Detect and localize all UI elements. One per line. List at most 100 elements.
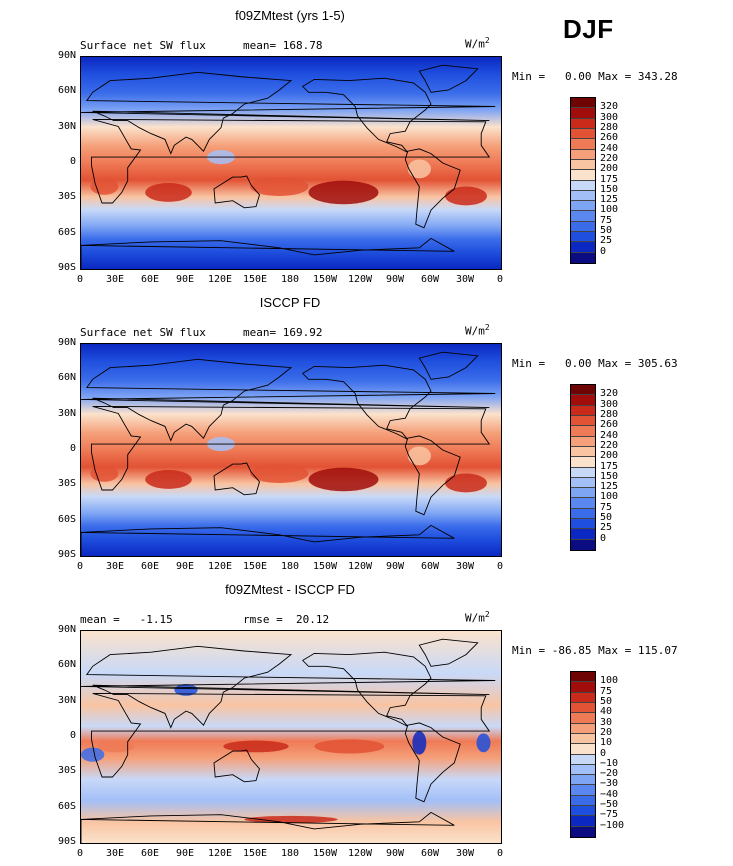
colorbar-swatch: [571, 211, 595, 222]
lon-tick-label: 60E: [140, 274, 160, 285]
colorbar-swatch: [571, 744, 595, 755]
colorbar-label: 75: [600, 214, 613, 226]
subtitle-left: Surface net SW flux: [80, 326, 206, 339]
lon-tick-label: 150E: [242, 561, 268, 572]
lon-tick-label: 60E: [140, 561, 160, 572]
colorbar-label: 150: [600, 470, 619, 482]
units-label: W/m2: [465, 36, 490, 51]
colorbar-label: 300: [600, 111, 619, 123]
units-base: W/m: [465, 37, 485, 51]
colorbar-swatch: [571, 436, 595, 447]
lon-tick-label: 0: [496, 848, 504, 859]
coastline: [418, 64, 479, 93]
colorbar-swatch: [571, 508, 595, 520]
colorbar-label: 75: [600, 685, 613, 697]
field-background: [81, 344, 501, 556]
lon-tick-label: 0: [496, 561, 504, 572]
field-feature: [145, 183, 192, 202]
colorbar-swatch: [571, 713, 595, 724]
colorbar-swatch: [571, 149, 595, 160]
colorbar-label: 50: [600, 512, 613, 524]
colorbar-swatch: [571, 806, 595, 817]
map-plot: [80, 343, 502, 557]
lon-tick-label: 30W: [455, 848, 475, 859]
lon-tick-label: 120E: [207, 274, 233, 285]
lon-tick-label: 120W: [347, 274, 373, 285]
lat-tick-label: 0: [69, 730, 76, 741]
colorbar-label: 260: [600, 419, 619, 431]
colorbar-label: 175: [600, 460, 619, 472]
colorbar-swatch: [571, 795, 595, 807]
lon-tick-label: 60W: [420, 561, 440, 572]
lon-tick-label: 90E: [175, 561, 195, 572]
colorbar-swatch: [571, 446, 595, 458]
lon-tick-label: 30E: [105, 561, 125, 572]
coastline: [81, 358, 496, 442]
lon-tick-label: 30W: [455, 561, 475, 572]
colorbar-swatch: [571, 539, 595, 550]
coastline: [81, 645, 496, 729]
colorbar-label: 0: [600, 532, 607, 544]
field-feature: [445, 473, 487, 493]
units-superscript: 2: [484, 36, 490, 45]
coastline: [301, 651, 432, 727]
colorbar-swatch: [571, 529, 595, 540]
lon-tick-label: 30W: [455, 274, 475, 285]
colorbar-label: 200: [600, 450, 619, 462]
lon-tick-label: 150E: [242, 848, 268, 859]
colorbar-label: 220: [600, 439, 619, 451]
colorbar-swatch: [571, 98, 595, 109]
coastline: [213, 175, 261, 209]
colorbar-swatch: [571, 415, 595, 427]
colorbar-swatch: [571, 128, 595, 140]
lat-tick-label: 30S: [57, 765, 76, 777]
coastline: [91, 692, 491, 778]
colorbar-swatch: [571, 385, 595, 396]
coastline: [91, 405, 491, 491]
lon-tick-label: 0: [76, 274, 84, 285]
field-feature: [407, 159, 432, 179]
lon-tick-label: 60W: [420, 848, 440, 859]
map-field: [81, 631, 501, 843]
subtitle-right: mean= 169.92: [243, 326, 323, 339]
map-field: [81, 57, 501, 269]
map-plot: [80, 56, 502, 270]
field-feature: [476, 733, 491, 753]
lon-tick-label: 0: [76, 561, 84, 572]
panel-title: f09ZMtest (yrs 1-5): [235, 8, 345, 23]
colorbar-swatch: [571, 519, 595, 530]
min-max-readout: Min = 0.00 Max = 305.63: [512, 357, 678, 370]
colorbar-swatch: [571, 692, 595, 703]
colorbar-label: −10: [600, 757, 619, 769]
colorbar-label: 75: [600, 501, 613, 513]
colorbar-label: −40: [600, 788, 619, 800]
colorbar-swatch: [571, 118, 595, 129]
colorbar-swatch: [571, 785, 595, 796]
coastline: [81, 71, 496, 155]
field-feature: [223, 740, 289, 753]
lon-tick-label: 120E: [207, 848, 233, 859]
lon-tick-label: 120W: [347, 848, 373, 859]
lon-tick-label: 120E: [207, 561, 233, 572]
colorbar-swatch: [571, 826, 595, 837]
units-label: W/m2: [465, 610, 490, 625]
lon-tick-label: 90W: [385, 848, 405, 859]
colorbar-label: −30: [600, 778, 619, 790]
colorbar-swatch: [571, 221, 595, 233]
lat-tick-label: 90N: [57, 624, 76, 635]
coastline: [81, 237, 455, 269]
lon-tick-label: 150W: [312, 274, 338, 285]
lat-tick-label: 30S: [57, 191, 76, 203]
colorbar-swatch: [571, 190, 595, 202]
colorbar-label: 0: [600, 245, 607, 257]
lon-tick-label: 150W: [312, 848, 338, 859]
field-feature: [412, 731, 427, 755]
units-label: W/m2: [465, 323, 490, 338]
colorbar-swatch: [571, 405, 595, 416]
colorbar-swatch: [571, 733, 595, 745]
lon-tick-label: 180: [280, 561, 300, 572]
colorbar-label: 240: [600, 142, 619, 154]
colorbar-label: −75: [600, 809, 619, 821]
season-label: DJF: [563, 14, 614, 44]
lat-tick-label: 0: [69, 156, 76, 167]
